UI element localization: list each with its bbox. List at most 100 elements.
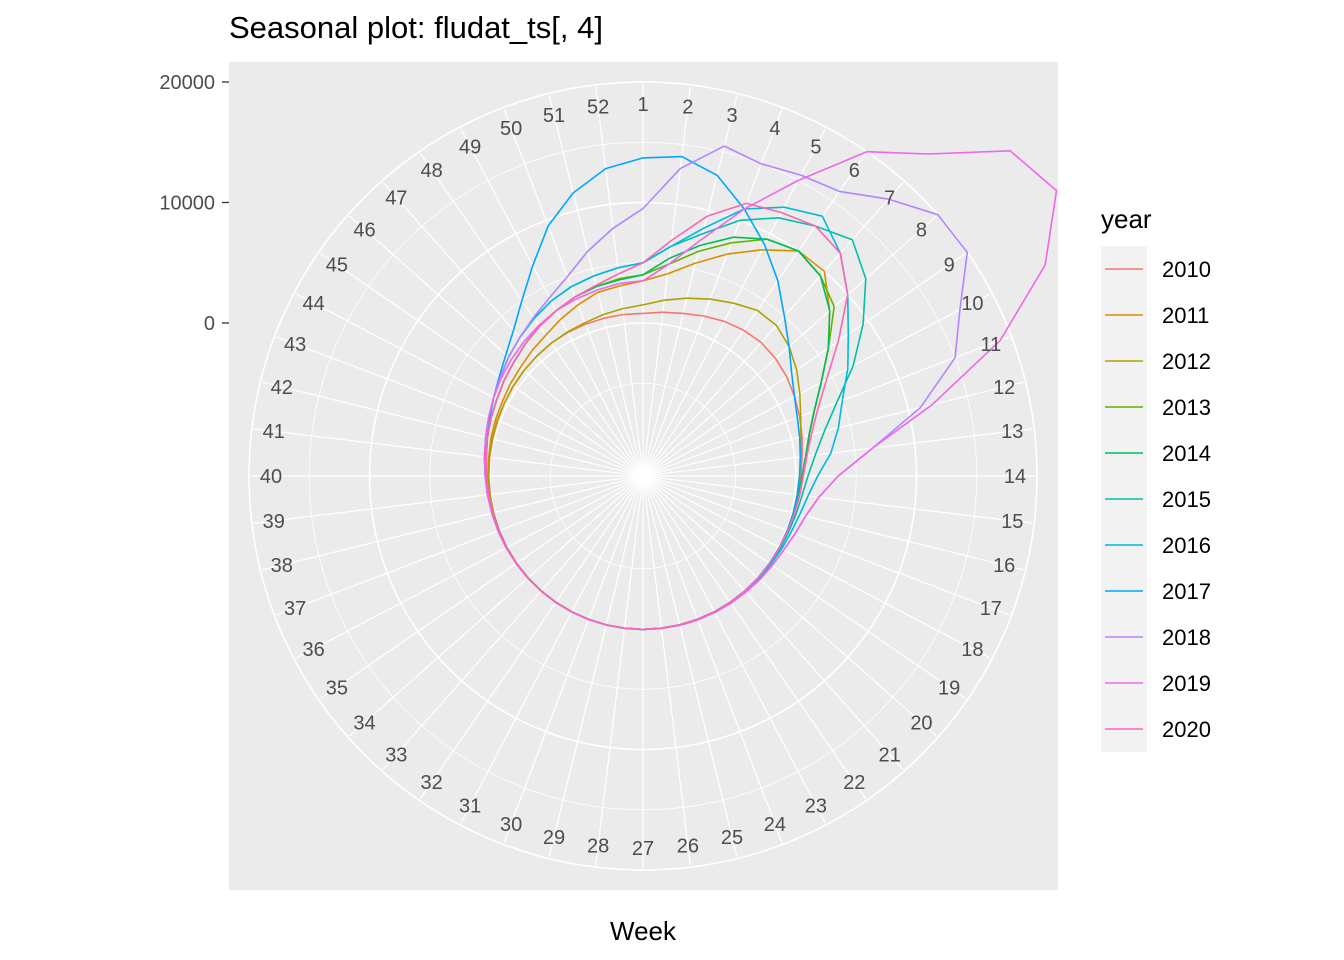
grid-spoke bbox=[503, 475, 644, 843]
grid-spoke bbox=[349, 475, 644, 737]
week-tick-label: 24 bbox=[764, 814, 786, 836]
week-tick-label: 9 bbox=[944, 255, 955, 277]
legend: year 2010 2011 2012 2013 2014 2015 2016 2017 201… bbox=[1101, 204, 1211, 752]
legend-label-2013: 2013 bbox=[1162, 395, 1211, 420]
y-tick-label: 10000 bbox=[159, 193, 215, 215]
grid-spoke bbox=[642, 428, 1033, 477]
grid-spoke bbox=[642, 475, 691, 866]
week-tick-label: 4 bbox=[769, 118, 780, 140]
week-tick-label: 40 bbox=[260, 466, 282, 488]
grid-spoke bbox=[642, 475, 1010, 616]
week-tick-label: 21 bbox=[879, 744, 901, 766]
week-tick-label: 37 bbox=[284, 598, 306, 620]
week-tick-label: 42 bbox=[271, 377, 293, 399]
week-tick-label: 44 bbox=[302, 293, 324, 315]
legend-label-2017: 2017 bbox=[1162, 579, 1211, 604]
week-tick-label: 36 bbox=[302, 639, 324, 661]
week-tick-label: 7 bbox=[884, 188, 895, 210]
week-tick-label: 23 bbox=[805, 795, 827, 817]
grid-spoke bbox=[295, 475, 644, 659]
grid-spoke bbox=[548, 475, 644, 857]
grid-spoke bbox=[295, 293, 644, 477]
grid-spoke bbox=[595, 86, 644, 477]
grid-spoke bbox=[642, 293, 991, 477]
week-tick-label: 10 bbox=[961, 293, 983, 315]
week-tick-label: 8 bbox=[916, 219, 927, 241]
grid-spoke bbox=[642, 475, 867, 799]
week-tick-label: 52 bbox=[587, 97, 609, 119]
week-labels: 1 2 34567891011121314151617181920212223242… bbox=[260, 94, 1026, 860]
grid-spoke bbox=[419, 475, 644, 799]
legend-label-2012: 2012 bbox=[1162, 349, 1211, 374]
legend-label-2019: 2019 bbox=[1162, 671, 1211, 696]
grid-spoke bbox=[642, 475, 1033, 524]
week-tick-label: 41 bbox=[263, 421, 285, 443]
week-tick-label: 12 bbox=[993, 377, 1015, 399]
grid-spoke bbox=[642, 475, 738, 857]
week-tick-label: 26 bbox=[677, 835, 699, 857]
grid-spoke bbox=[262, 381, 644, 477]
week-tick-label: 15 bbox=[1001, 511, 1023, 533]
grid-spoke bbox=[642, 475, 783, 843]
grid-spoke bbox=[642, 475, 991, 659]
y-tick-label: 0 bbox=[204, 313, 215, 335]
grid-spoke bbox=[419, 153, 644, 477]
legend-label-2014: 2014 bbox=[1162, 441, 1211, 466]
week-tick-label: 1 bbox=[637, 94, 648, 116]
grid-spoke bbox=[642, 475, 937, 737]
grid-ring bbox=[248, 81, 1038, 871]
grid-spoke bbox=[642, 475, 904, 770]
week-tick-label: 51 bbox=[543, 105, 565, 127]
grid-spoke bbox=[642, 128, 826, 477]
week-tick-label: 20 bbox=[910, 713, 932, 735]
grid-spoke bbox=[349, 215, 644, 477]
grid-spoke bbox=[642, 95, 738, 477]
grid-spoke bbox=[642, 336, 1010, 477]
legend-title: year bbox=[1101, 204, 1152, 234]
week-tick-label: 2 bbox=[682, 97, 693, 119]
week-tick-label: 33 bbox=[385, 744, 407, 766]
legend-label-2010: 2010 bbox=[1162, 257, 1211, 282]
grid-spoke bbox=[253, 475, 644, 524]
week-tick-label: 19 bbox=[938, 677, 960, 699]
legend-label-2018: 2018 bbox=[1162, 625, 1211, 650]
week-tick-label: 17 bbox=[980, 598, 1002, 620]
grid-spoke bbox=[276, 475, 644, 616]
week-tick-label: 14 bbox=[1004, 466, 1026, 488]
grid-spoke bbox=[642, 153, 867, 477]
week-tick-label: 32 bbox=[421, 772, 443, 794]
grid-spoke bbox=[503, 109, 644, 477]
y-axis: 0 10000 20000 bbox=[159, 72, 229, 335]
legend-label-2015: 2015 bbox=[1162, 487, 1211, 512]
grid-spoke bbox=[382, 475, 644, 770]
week-tick-label: 34 bbox=[353, 713, 375, 735]
series-line-2020 bbox=[485, 202, 849, 631]
grid-spoke bbox=[642, 182, 904, 477]
legend-label-2016: 2016 bbox=[1162, 533, 1211, 558]
week-tick-label: 22 bbox=[843, 772, 865, 794]
legend-label-2011: 2011 bbox=[1162, 303, 1209, 328]
week-tick-label: 28 bbox=[587, 835, 609, 857]
y-tick-label: 20000 bbox=[159, 72, 215, 94]
week-tick-label: 45 bbox=[326, 255, 348, 277]
week-tick-label: 43 bbox=[284, 334, 306, 356]
grid-spoke bbox=[460, 128, 644, 477]
week-tick-label: 25 bbox=[721, 827, 743, 849]
grid-spoke bbox=[642, 109, 783, 477]
grid-spoke bbox=[460, 475, 644, 824]
chart-title: Seasonal plot: fludat_ts[, 4] bbox=[229, 10, 603, 45]
week-tick-label: 3 bbox=[726, 105, 737, 127]
week-tick-label: 46 bbox=[353, 219, 375, 241]
grid-spoke bbox=[642, 252, 966, 477]
week-tick-label: 50 bbox=[500, 118, 522, 140]
grid-spoke bbox=[595, 475, 644, 866]
grid-spoke bbox=[642, 475, 826, 824]
grid-spoke bbox=[262, 475, 644, 571]
week-tick-label: 35 bbox=[326, 677, 348, 699]
week-tick-label: 6 bbox=[849, 160, 860, 182]
week-tick-label: 49 bbox=[459, 137, 481, 159]
week-tick-label: 16 bbox=[993, 555, 1015, 577]
week-tick-label: 29 bbox=[543, 827, 565, 849]
week-tick-label: 31 bbox=[459, 795, 481, 817]
